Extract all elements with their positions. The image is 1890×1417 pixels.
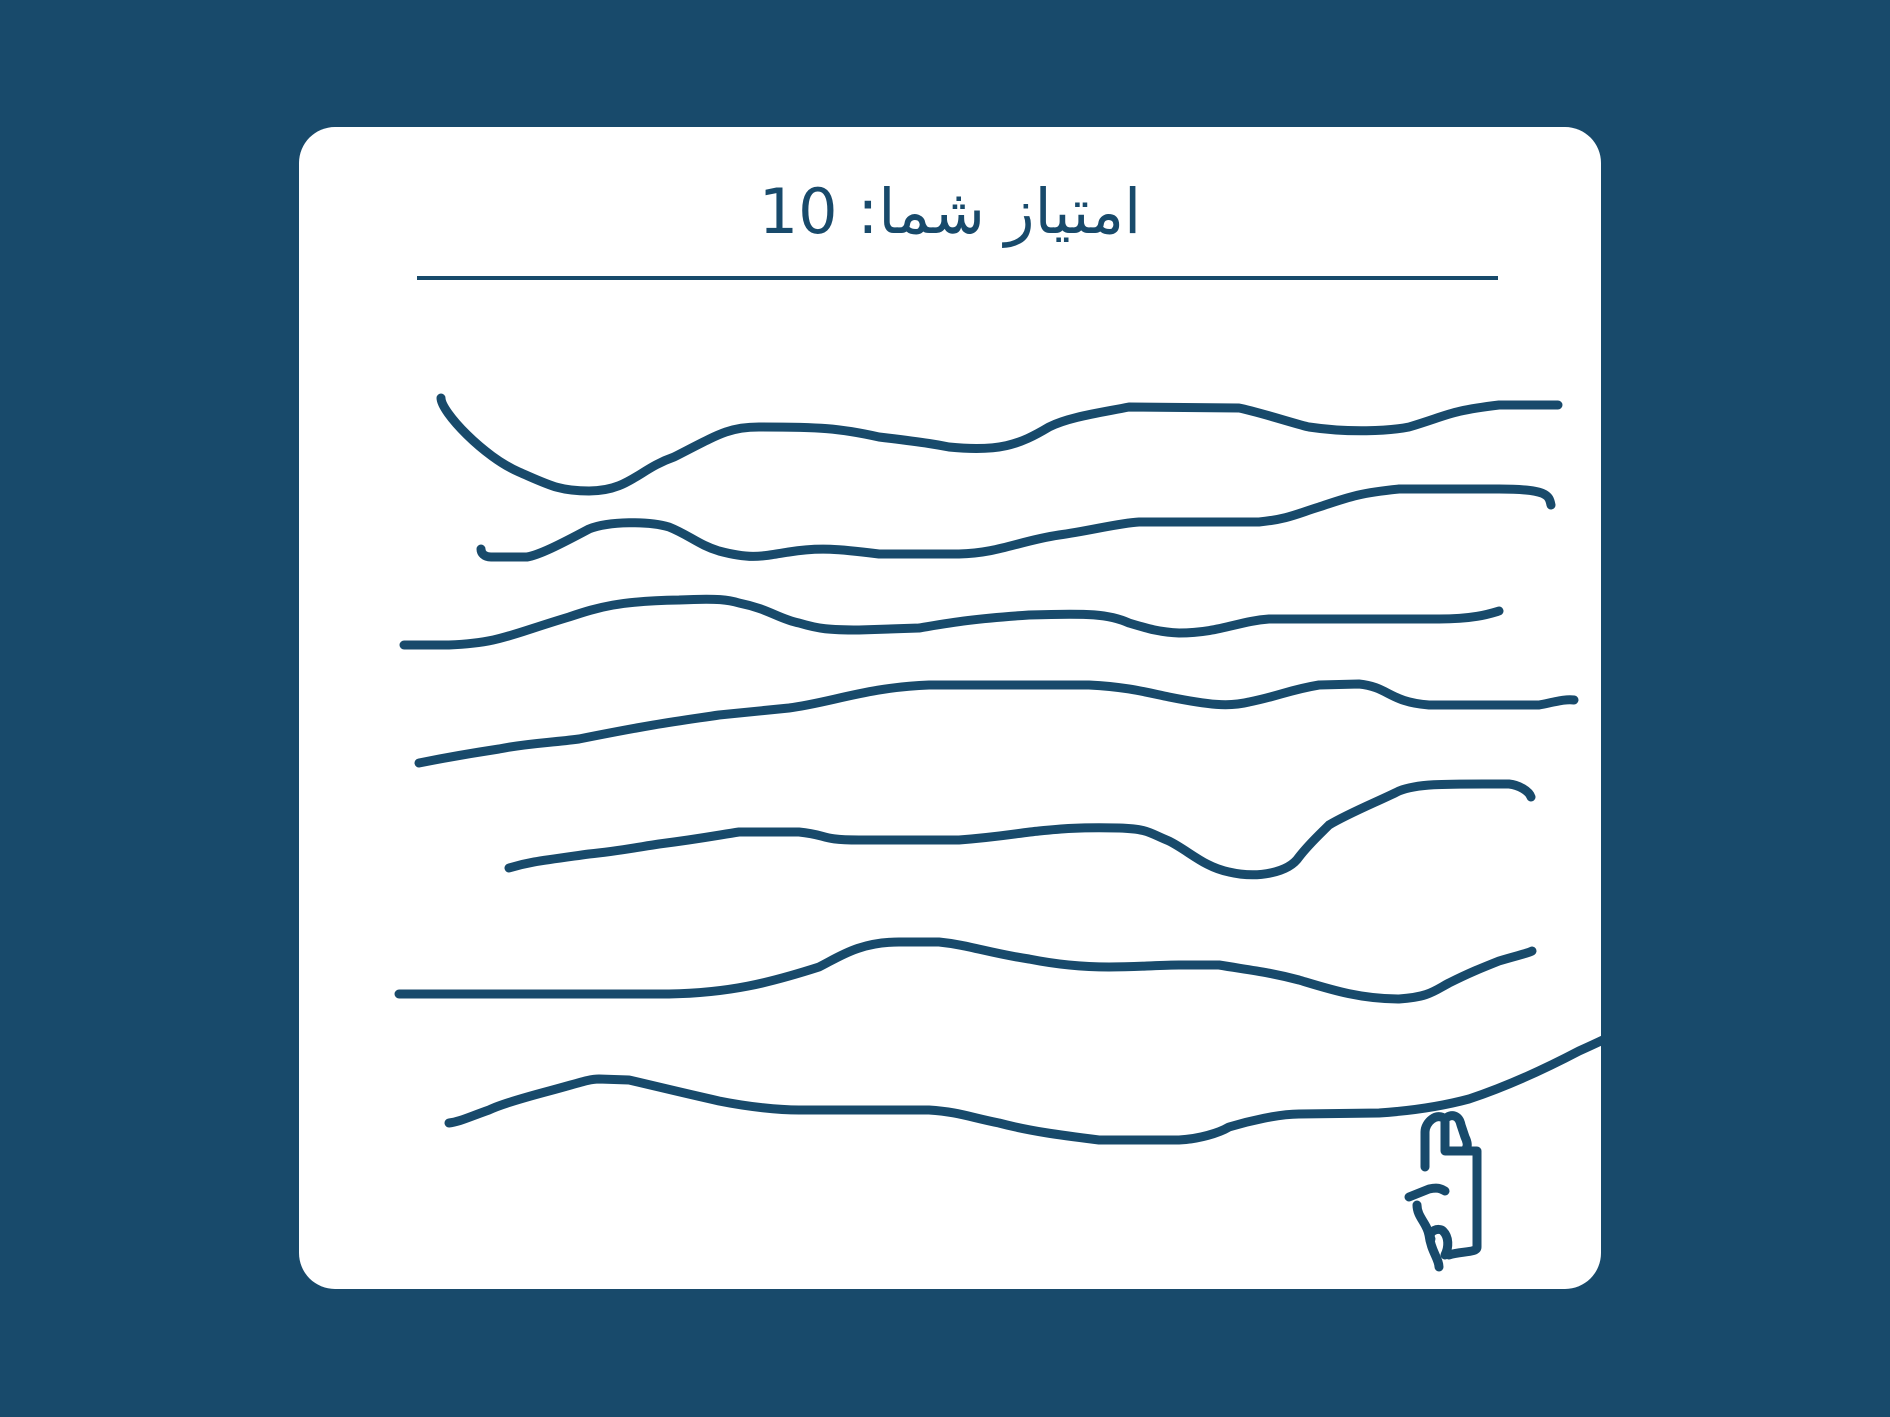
title-divider: [417, 276, 1498, 280]
drawn-stroke-3: [399, 594, 1504, 650]
score-title: امتیاز شما: 10: [758, 175, 1142, 248]
drawn-stroke-4: [414, 679, 1579, 768]
pen-hand-cursor-icon: [1404, 1111, 1482, 1272]
drawing-canvas[interactable]: [299, 127, 1601, 1289]
score-card: امتیاز شما: 10: [299, 127, 1601, 1289]
drawn-stroke-5: [504, 779, 1536, 880]
drawn-stroke-1: [436, 393, 1563, 496]
drawn-stroke-7: [444, 1035, 1601, 1145]
drawn-stroke-2: [476, 484, 1556, 562]
drawn-stroke-6: [394, 937, 1537, 1004]
